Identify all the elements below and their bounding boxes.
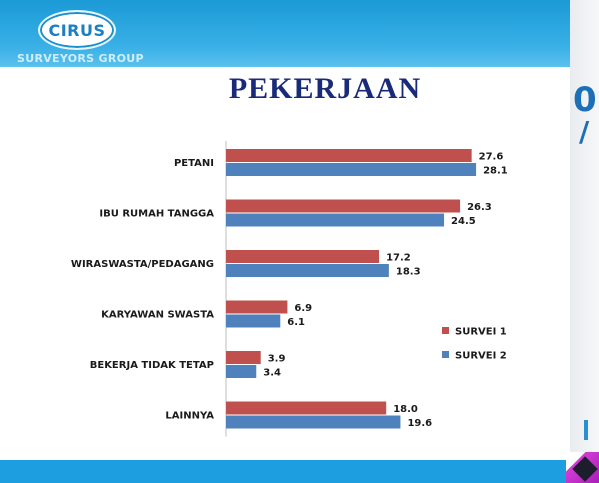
bar-survei-1: [226, 149, 472, 162]
data-label-survei-1: 17.2: [386, 253, 411, 264]
data-label-survei-2: 18.3: [396, 267, 421, 278]
bar-survei-1: [226, 351, 261, 364]
data-label-survei-1: 26.3: [467, 202, 492, 213]
category-label: IBU RUMAH TANGGA: [99, 209, 214, 220]
logo-subtitle: SURVEYORS GROUP: [17, 52, 144, 65]
bar-survei-1: [226, 401, 387, 415]
legend-label-survei-2: SURVEI 2: [455, 351, 507, 362]
category-label: BEKERJA TIDAK TETAP: [90, 360, 214, 371]
logo-name: CIRUS: [48, 20, 106, 40]
bar-survei-2: [226, 264, 389, 277]
bar-survei-2: [226, 213, 445, 227]
category-label: LAINNYA: [165, 411, 214, 422]
next-slide-slash: /: [579, 115, 590, 148]
data-label-survei-2: 24.5: [451, 216, 476, 227]
category-label: PETANI: [174, 158, 214, 169]
next-slide-edge: [570, 0, 599, 483]
data-label-survei-2: 28.1: [483, 166, 508, 177]
legend-label-survei-1: SURVEI 1: [455, 327, 507, 338]
legend-swatch-survei-2: [442, 351, 449, 358]
data-label-survei-2: 3.4: [263, 368, 281, 379]
data-label-survei-1: 18.0: [393, 404, 418, 415]
category-label: WIRASWASTA/PEDAGANG: [71, 259, 214, 270]
bar-survei-1: [226, 250, 380, 263]
data-label-survei-1: 6.9: [294, 303, 312, 314]
footer-band: [0, 460, 570, 483]
bar-survei-1: [226, 199, 461, 213]
legend-swatch-survei-1: [442, 327, 449, 334]
slide-title: PEKERJAAN: [228, 72, 422, 105]
next-slide-glyph: 0: [573, 80, 597, 120]
next-slide-mark: [584, 420, 588, 440]
cirus-logo: CIRUS: [38, 10, 116, 50]
slide-panel: [0, 67, 570, 460]
category-label: KARYAWAN SWASTA: [101, 310, 214, 321]
bar-survei-2: [226, 163, 477, 176]
bar-survei-2: [226, 365, 257, 378]
data-label-survei-2: 19.6: [407, 418, 432, 429]
bar-survei-1: [226, 300, 288, 314]
data-label-survei-2: 6.1: [287, 317, 305, 328]
data-label-survei-1: 3.9: [268, 354, 286, 365]
bar-survei-2: [226, 415, 401, 429]
bar-survei-2: [226, 314, 281, 328]
data-label-survei-1: 27.6: [479, 152, 504, 163]
